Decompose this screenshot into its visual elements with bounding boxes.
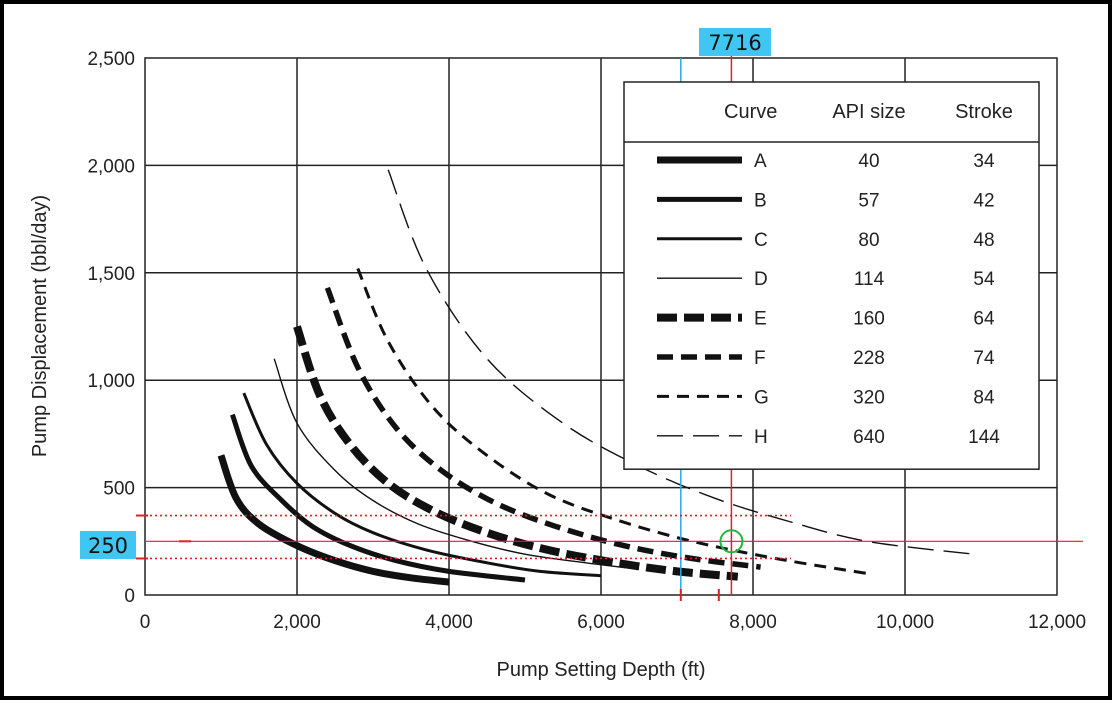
legend-api-size: 40 xyxy=(858,151,879,172)
y-axis-label: Pump Displacement (bbl/day) xyxy=(29,195,51,457)
y-tick-label: 2,000 xyxy=(87,156,135,177)
curve-d xyxy=(273,358,640,570)
legend-api-size: 114 xyxy=(854,269,885,290)
y-tick-label: 500 xyxy=(103,479,135,500)
y-marker-callout-label: 250 xyxy=(88,534,128,558)
legend-curve-name: B xyxy=(754,190,767,211)
x-axis-label: Pump Setting Depth (ft) xyxy=(497,659,706,681)
legend-stroke: 74 xyxy=(973,348,995,369)
legend-api-size: 228 xyxy=(853,348,885,369)
x-tick-label: 8,000 xyxy=(729,612,777,633)
legend-stroke: 42 xyxy=(973,190,994,211)
legend-stroke: 64 xyxy=(973,309,995,330)
x-marker-callout-label: 7716 xyxy=(708,31,761,55)
legend-stroke: 34 xyxy=(973,151,995,172)
legend: Curve API size Stroke A 40 34 B 57 42 C 80 48 D 114 54… xyxy=(623,81,1040,470)
x-marker-callout-box xyxy=(699,28,771,56)
curve-e xyxy=(293,325,739,581)
legend-stroke: 54 xyxy=(973,269,995,290)
legend-curve-name: H xyxy=(754,427,768,448)
legend-api-size: 320 xyxy=(853,387,885,408)
curve-a xyxy=(217,454,450,586)
y-tick-label: 2,500 xyxy=(87,49,135,70)
curve-g xyxy=(356,267,868,575)
legend-curve-name: E xyxy=(754,309,767,330)
y-marker-callout-box xyxy=(80,531,136,559)
legend-curve-name: G xyxy=(754,387,769,408)
y-tick-label: 1,500 xyxy=(87,264,135,285)
legend-stroke: 144 xyxy=(968,427,1000,448)
x-tick-labels: 0 2,000 4,000 6,000 8,000 10,000 12,000 xyxy=(140,612,1086,633)
curve-c xyxy=(242,392,602,578)
x-tick-label: 0 xyxy=(140,612,151,633)
curve-b xyxy=(230,413,526,583)
y-tick-label: 0 xyxy=(124,586,135,607)
x-tick-label: 4,000 xyxy=(425,612,473,633)
legend-box xyxy=(623,81,1040,470)
legend-curve-name: D xyxy=(754,269,768,290)
legend-stroke: 84 xyxy=(973,387,995,408)
y-tick-label: 1,000 xyxy=(87,371,135,392)
legend-api-size: 640 xyxy=(853,427,885,448)
curve-f xyxy=(324,286,761,570)
legend-api-size: 57 xyxy=(858,190,879,211)
legend-header-curve: Curve xyxy=(724,101,777,123)
legend-curve-name: C xyxy=(754,230,768,251)
legend-curve-name: F xyxy=(754,348,766,369)
legend-header-api: API size xyxy=(832,101,905,123)
intersection-marker xyxy=(719,529,744,554)
legend-stroke: 48 xyxy=(973,230,994,251)
legend-api-size: 160 xyxy=(853,309,885,330)
curve-h xyxy=(387,169,974,555)
x-tick-label: 10,000 xyxy=(876,612,934,633)
x-tick-label: 12,000 xyxy=(1028,612,1086,633)
legend-api-size: 80 xyxy=(858,230,879,251)
y-tick-labels: 0 500 1,000 1,500 2,000 2,500 xyxy=(87,49,135,607)
legend-header-stroke: Stroke xyxy=(955,101,1013,123)
x-tick-label: 2,000 xyxy=(273,612,321,633)
curves xyxy=(217,169,974,586)
legend-curve-name: A xyxy=(754,151,767,172)
x-tick-label: 6,000 xyxy=(577,612,625,633)
